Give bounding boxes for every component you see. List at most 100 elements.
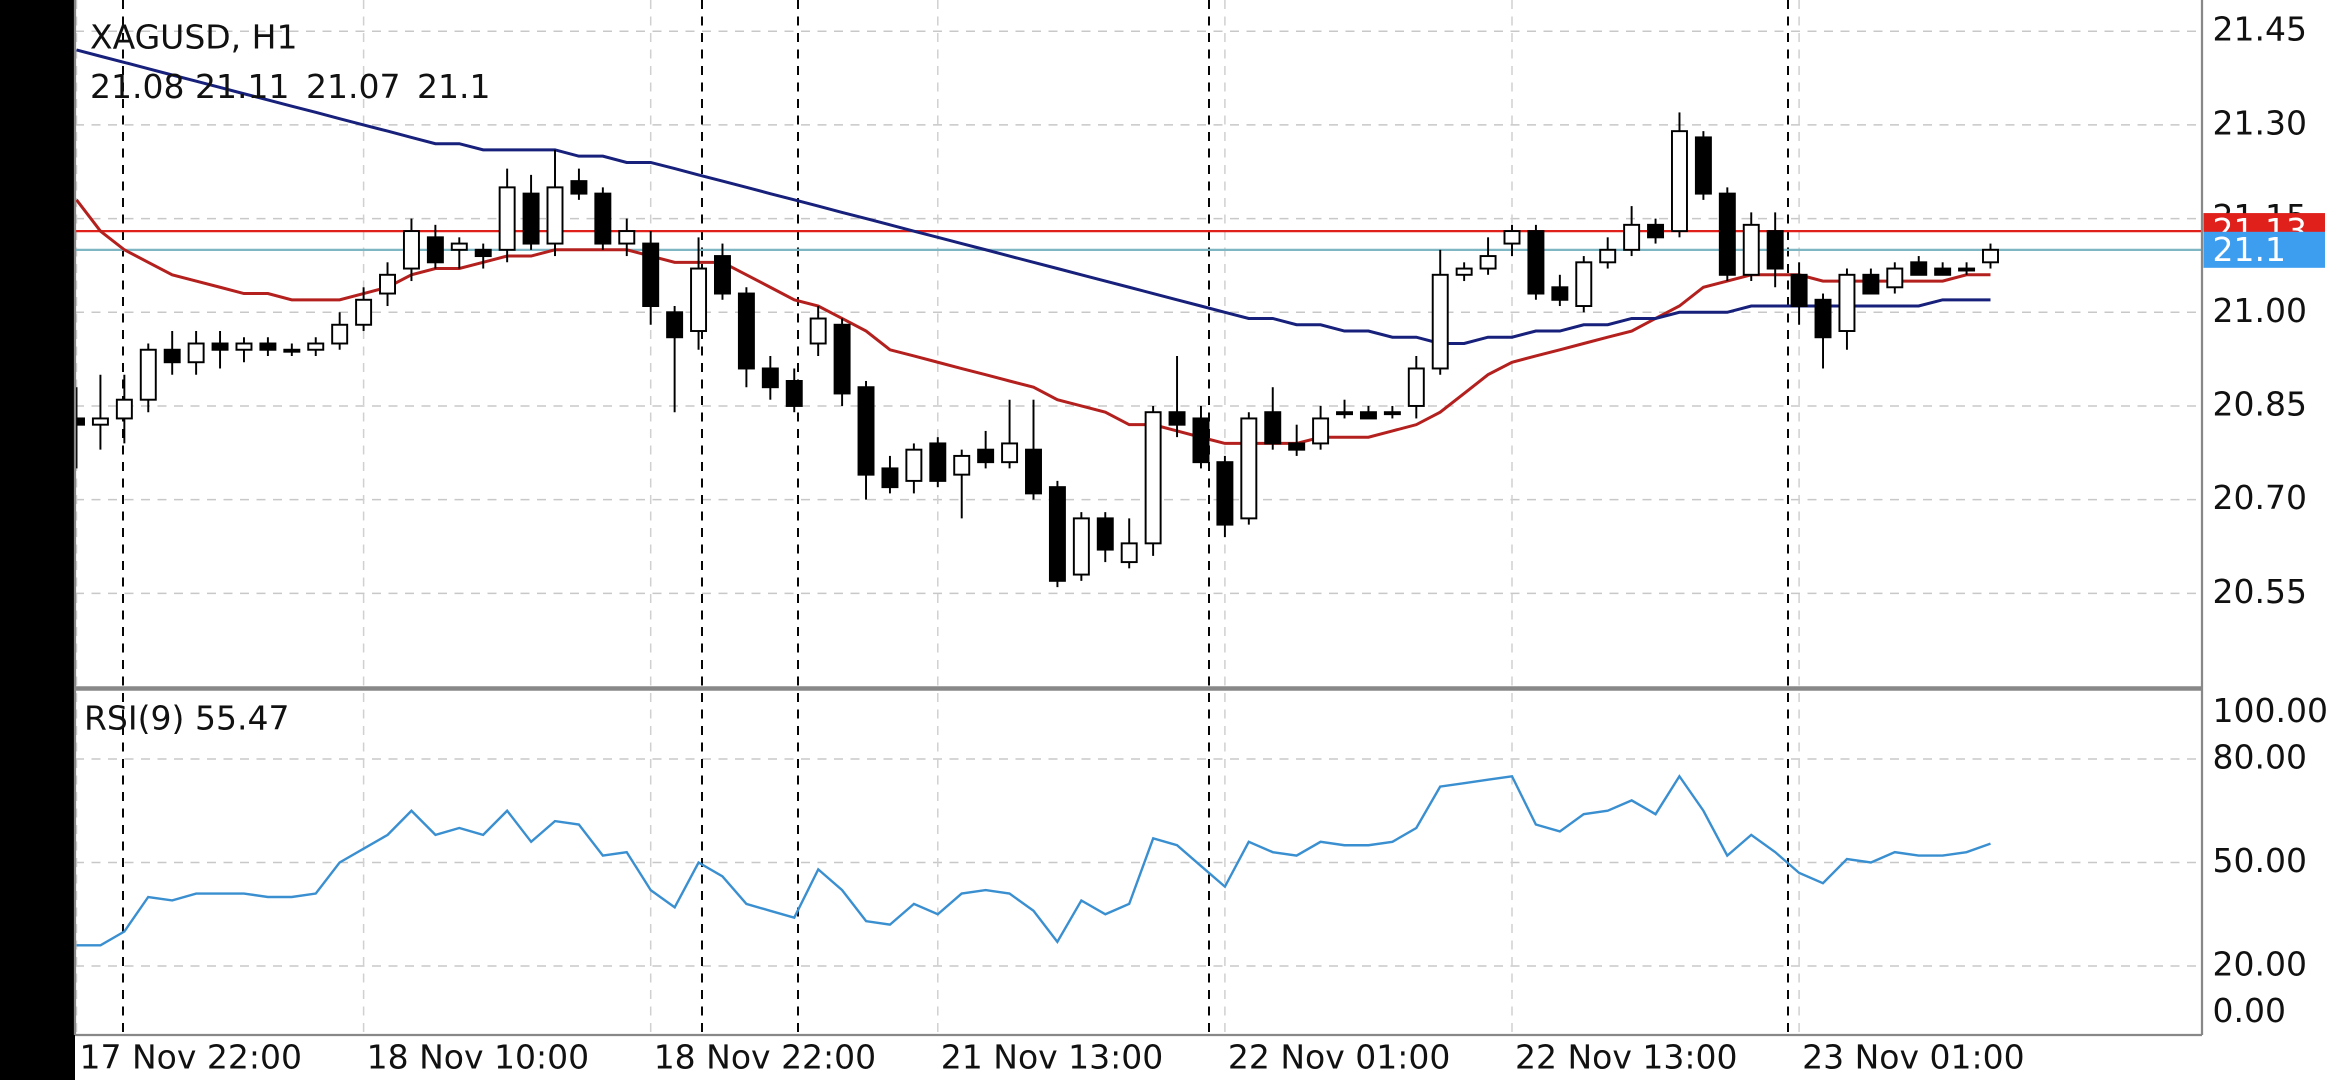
rsi-tick-label: 80.00: [2213, 738, 2307, 777]
y-tick-label: 21.30: [2213, 103, 2307, 142]
candle-body: [1982, 248, 1999, 264]
ohlc-open: 21.08: [90, 67, 184, 106]
candle-body: [115, 398, 133, 420]
candle-body: [618, 230, 636, 245]
candle-body: [785, 379, 803, 407]
y-tick-label: 21.45: [2213, 10, 2307, 49]
candle-body: [1312, 417, 1330, 445]
rsi-tick-label: 100.00: [2213, 691, 2328, 730]
candle-body: [881, 467, 899, 489]
candle-body: [1623, 223, 1641, 251]
candle-body: [522, 192, 540, 245]
y-tick-label: 20.70: [2213, 478, 2307, 517]
candle-body: [570, 180, 588, 195]
y-tick-label: 20.55: [2213, 572, 2307, 611]
y-tick-label: 21.00: [2213, 291, 2307, 330]
candle-body: [1359, 411, 1377, 420]
candle-body: [1742, 223, 1760, 276]
candle-body: [809, 317, 827, 345]
candle-body: [1838, 273, 1856, 332]
candle-body: [761, 367, 779, 389]
candle-body: [402, 230, 420, 270]
candle-body: [1144, 411, 1162, 545]
candle-body: [546, 186, 564, 245]
candle-body: [594, 192, 612, 245]
candle-body: [1168, 411, 1186, 426]
candle-body: [1407, 367, 1425, 407]
candle-body: [1934, 267, 1952, 276]
candle-body: [1336, 411, 1353, 416]
candle-body: [426, 236, 444, 264]
candle-body: [737, 292, 755, 370]
candle-body: [1479, 255, 1497, 270]
candle-body: [1910, 261, 1928, 276]
candle-body: [211, 342, 229, 351]
candle-body: [1575, 261, 1593, 308]
candle-body: [857, 386, 875, 476]
candle-body: [690, 267, 708, 332]
candle-body: [1001, 442, 1019, 464]
candle-body: [1096, 517, 1114, 551]
candle-body: [905, 448, 923, 482]
candle-body: [355, 298, 373, 326]
candle-body: [1671, 130, 1688, 233]
candle-body: [833, 323, 851, 395]
candle-body: [1216, 461, 1234, 526]
rsi-tick-label: 0.00: [2213, 991, 2286, 1030]
candle-body: [642, 242, 660, 308]
candle-body: [1790, 273, 1808, 308]
candle-body: [91, 417, 109, 426]
candle-body: [139, 348, 157, 401]
candle-body: [163, 348, 181, 364]
candle-body: [1240, 417, 1258, 520]
x-tick-label: 22 Nov 01:00: [1228, 1038, 1450, 1077]
candle-body: [259, 342, 277, 351]
candle-body: [1694, 136, 1712, 195]
x-tick-label: 22 Nov 13:00: [1515, 1038, 1737, 1077]
rsi-tick-label: 20.00: [2213, 945, 2307, 984]
candle-body: [977, 448, 995, 464]
candle-body: [1455, 267, 1473, 276]
candle-body: [331, 323, 349, 345]
candle-body: [1025, 448, 1042, 495]
candle-body: [666, 311, 684, 339]
candle-body: [1647, 223, 1665, 239]
candle-body: [1862, 273, 1880, 295]
ohlc-close: 21.1: [417, 67, 490, 106]
candle-body: [235, 342, 253, 351]
candle-body: [953, 454, 971, 476]
candle-body: [1383, 411, 1401, 416]
x-tick-label: 18 Nov 22:00: [654, 1038, 876, 1077]
candle-body: [1814, 298, 1832, 339]
candle-body: [1718, 192, 1736, 276]
candle-body: [1527, 230, 1545, 295]
candle-body: [1120, 542, 1138, 564]
candle-body: [1503, 230, 1521, 245]
candle-body: [450, 242, 468, 251]
candle-body: [1958, 267, 1976, 272]
candle-body: [1766, 230, 1784, 270]
candle-body: [1072, 517, 1090, 576]
candle-body: [1431, 273, 1449, 370]
candle-body: [474, 248, 492, 258]
candle-body: [307, 342, 325, 351]
candle-body: [713, 255, 731, 295]
x-tick-label: 21 Nov 13:00: [941, 1038, 1163, 1077]
x-tick-label: 18 Nov 10:00: [367, 1038, 589, 1077]
bid-box: [2203, 231, 2325, 268]
candle-body: [1599, 248, 1617, 264]
candle-body: [379, 273, 397, 295]
candle-body: [187, 342, 205, 364]
rsi-tick-label: 50.00: [2213, 841, 2307, 880]
x-tick-label: 17 Nov 22:00: [80, 1038, 302, 1077]
moving-average: [76, 48, 1991, 345]
rsi-value: 55.47: [195, 699, 289, 738]
candle-body: [498, 186, 516, 251]
bid-label: 21.1: [2213, 230, 2286, 269]
y-tick-label: 20.85: [2213, 384, 2307, 423]
candle-body: [1551, 286, 1569, 301]
candle-body: [929, 442, 947, 482]
rsi-name: RSI(9): [84, 699, 184, 738]
